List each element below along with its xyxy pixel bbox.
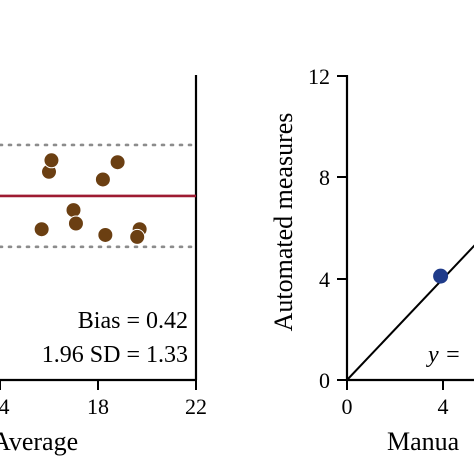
left-panel: 4 18 22 Average Bias = 0.42 1.96 SD = 1.… (0, 75, 207, 456)
identity-line (346, 244, 474, 381)
left-tick-label-a: 4 (0, 394, 10, 419)
sd-annotation: 1.96 SD = 1.33 (42, 342, 188, 368)
right-y-axis-label: Automated measures (269, 113, 298, 332)
left-data-point-5 (94, 171, 111, 188)
left-data-point-4 (33, 221, 50, 238)
right-x-tick-label-0: 0 (342, 394, 353, 419)
right-y-tick-label-4: 4 (319, 267, 330, 292)
left-data-point-9 (129, 228, 146, 245)
left-data-point-6 (109, 154, 126, 171)
left-data-points (33, 152, 148, 245)
right-data-points (433, 268, 449, 284)
left-tick-label-b: 18 (87, 394, 109, 419)
left-data-point-7 (97, 226, 114, 243)
right-x-axis-label: Manua (387, 427, 460, 456)
equation-annotation: y = (426, 342, 461, 368)
right-x-tick-label-4: 4 (438, 394, 449, 419)
right-data-point-0 (433, 268, 449, 284)
right-y-tick-label-12: 12 (308, 64, 330, 89)
left-data-point-3 (67, 215, 84, 232)
left-data-point-2 (65, 202, 82, 219)
right-panel: 0 4 8 12 0 4 Automated measures Manua y … (269, 64, 474, 456)
left-x-axis-label: Average (0, 427, 78, 456)
right-y-tick-label-8: 8 (319, 165, 330, 190)
left-tick-label-c: 22 (185, 394, 207, 419)
bias-annotation: Bias = 0.42 (78, 308, 188, 334)
left-data-point-1 (43, 152, 60, 169)
right-y-tick-label-0: 0 (319, 368, 330, 393)
